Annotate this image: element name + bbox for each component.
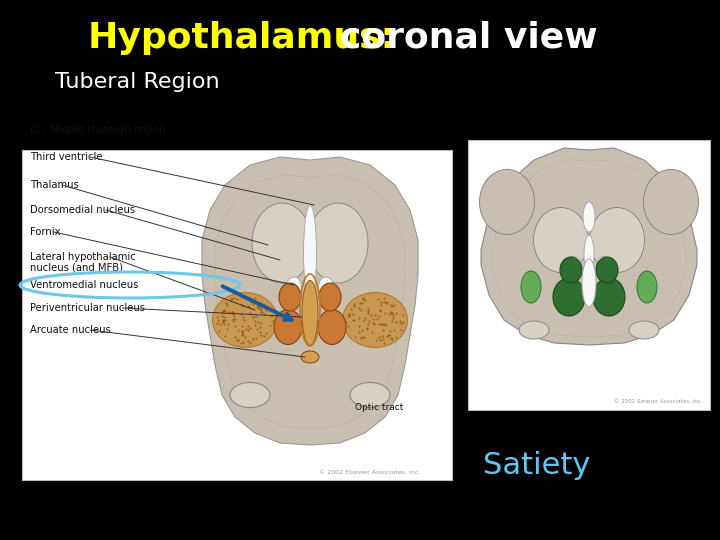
Text: Hypothalamus:: Hypothalamus: <box>88 21 396 55</box>
Ellipse shape <box>304 206 317 300</box>
Ellipse shape <box>343 293 408 348</box>
Ellipse shape <box>318 309 346 345</box>
Text: Thalamus: Thalamus <box>30 180 78 190</box>
Text: Satiety: Satiety <box>483 450 590 480</box>
Ellipse shape <box>569 256 582 273</box>
Text: (C)  Middle (tuberal) region: (C) Middle (tuberal) region <box>30 125 166 135</box>
Ellipse shape <box>596 257 618 283</box>
Text: nucleus (and MFB): nucleus (and MFB) <box>30 262 123 272</box>
FancyBboxPatch shape <box>468 140 710 410</box>
Text: Fornix: Fornix <box>30 227 60 237</box>
Ellipse shape <box>252 203 312 283</box>
Ellipse shape <box>274 309 302 345</box>
Text: coronal view: coronal view <box>340 21 598 55</box>
Ellipse shape <box>519 321 549 339</box>
Ellipse shape <box>596 256 610 273</box>
Polygon shape <box>202 157 418 445</box>
Text: © 2002 Sinauer Associates, Inc.: © 2002 Sinauer Associates, Inc. <box>613 399 702 404</box>
Ellipse shape <box>318 277 333 297</box>
Ellipse shape <box>301 351 319 363</box>
Ellipse shape <box>302 280 318 346</box>
Text: Optic tract: Optic tract <box>355 402 403 411</box>
Text: Arcuate nucleus: Arcuate nucleus <box>30 325 111 335</box>
Polygon shape <box>481 148 697 345</box>
Text: © 2002 Elsevier Associates, Inc.: © 2002 Elsevier Associates, Inc. <box>319 469 420 475</box>
Ellipse shape <box>593 278 625 316</box>
Ellipse shape <box>279 283 301 311</box>
Ellipse shape <box>319 283 341 311</box>
Ellipse shape <box>583 202 595 232</box>
Ellipse shape <box>521 271 541 303</box>
Ellipse shape <box>212 293 277 348</box>
Ellipse shape <box>350 382 390 408</box>
Ellipse shape <box>644 170 698 234</box>
Ellipse shape <box>534 207 588 273</box>
Text: Periventricular nucleus: Periventricular nucleus <box>30 303 145 313</box>
Text: Ventromedial nucleus: Ventromedial nucleus <box>30 280 138 290</box>
Ellipse shape <box>590 207 644 273</box>
Ellipse shape <box>308 203 368 283</box>
Ellipse shape <box>230 382 270 408</box>
FancyBboxPatch shape <box>22 150 452 480</box>
Text: Lateral hypothalamic: Lateral hypothalamic <box>30 252 136 262</box>
Ellipse shape <box>637 271 657 303</box>
Ellipse shape <box>287 277 302 297</box>
Text: Tuberal Region: Tuberal Region <box>55 72 220 92</box>
Ellipse shape <box>553 278 585 316</box>
Text: Dorsomedial nucleus: Dorsomedial nucleus <box>30 205 135 215</box>
Ellipse shape <box>582 259 596 307</box>
Ellipse shape <box>629 321 659 339</box>
Text: Third ventricle: Third ventricle <box>30 152 102 162</box>
Ellipse shape <box>584 235 594 275</box>
Ellipse shape <box>480 170 534 234</box>
Ellipse shape <box>560 257 582 283</box>
